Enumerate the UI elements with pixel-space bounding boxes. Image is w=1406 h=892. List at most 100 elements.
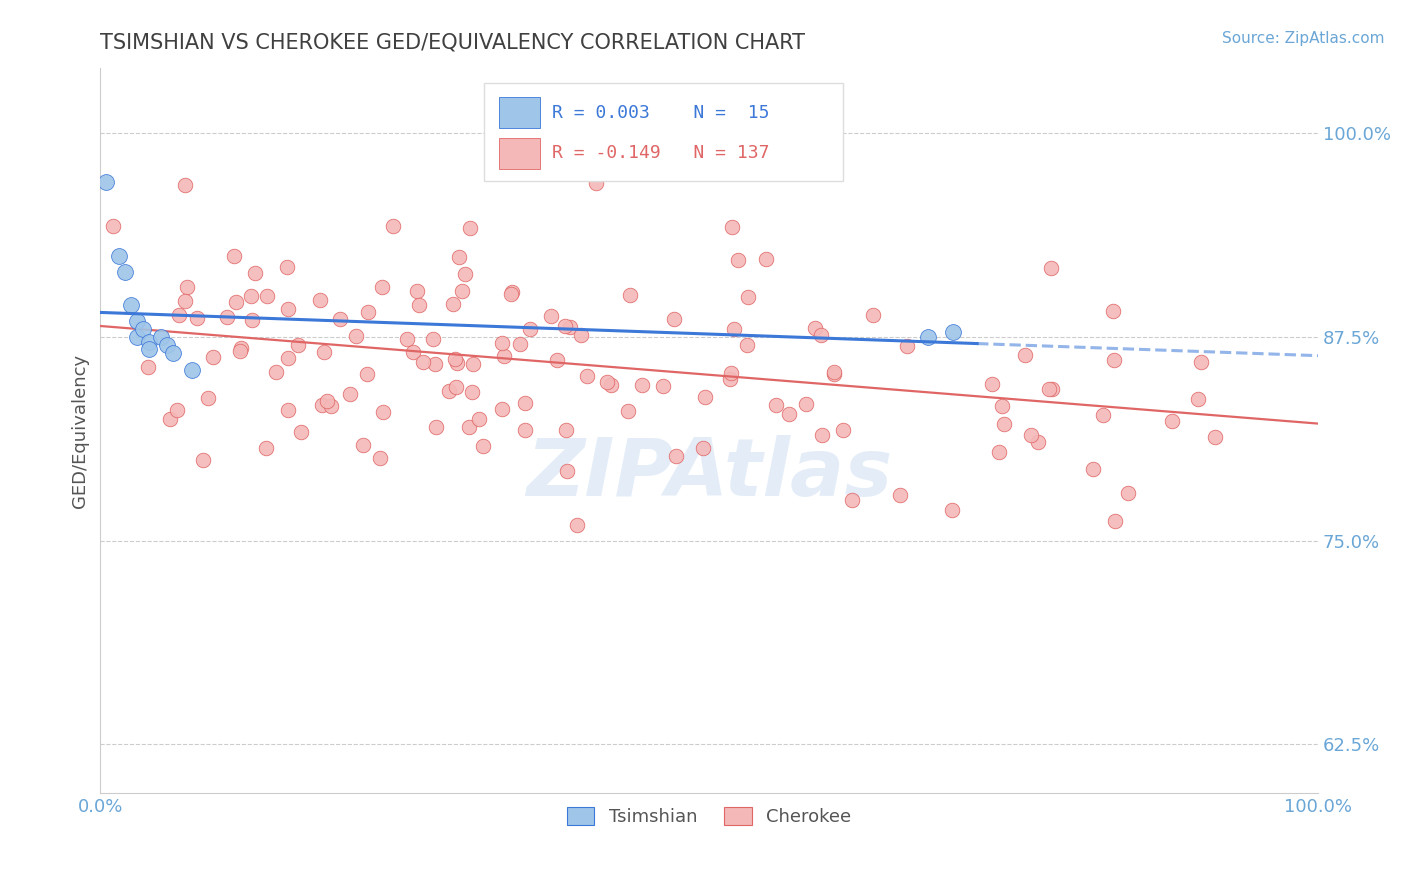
Point: [277, 301, 299, 316]
Y-axis label: GED/Equivalency: GED/Equivalency: [72, 354, 89, 508]
Point: [276, 260, 298, 274]
Point: [217, 310, 239, 325]
Point: [917, 330, 939, 344]
Point: [1019, 427, 1042, 442]
Point: [356, 305, 378, 319]
Point: [988, 444, 1011, 458]
Point: [735, 338, 758, 352]
Point: [765, 398, 787, 412]
Point: [509, 337, 531, 351]
Text: TSIMSHIAN VS CHEROKEE GED/EQUIVALENCY CORRELATION CHART: TSIMSHIAN VS CHEROKEE GED/EQUIVALENCY CO…: [100, 33, 806, 53]
Point: [138, 334, 160, 349]
Point: [458, 220, 481, 235]
Point: [444, 351, 467, 366]
Point: [441, 297, 464, 311]
Point: [1014, 348, 1036, 362]
Point: [823, 367, 845, 381]
Point: [1091, 408, 1114, 422]
Point: [191, 453, 214, 467]
Point: [449, 251, 471, 265]
Point: [156, 338, 179, 352]
Point: [832, 423, 855, 437]
Point: [356, 368, 378, 382]
Point: [794, 396, 817, 410]
Point: [224, 249, 246, 263]
Point: [540, 309, 562, 323]
Point: [1102, 304, 1125, 318]
Point: [370, 450, 392, 465]
Point: [896, 339, 918, 353]
Point: [402, 344, 425, 359]
Point: [841, 493, 863, 508]
Point: [980, 377, 1002, 392]
Point: [425, 419, 447, 434]
Point: [344, 328, 367, 343]
Point: [103, 219, 125, 234]
Point: [277, 402, 299, 417]
Point: [125, 314, 148, 328]
FancyBboxPatch shape: [499, 97, 540, 128]
Point: [565, 518, 588, 533]
Point: [463, 357, 485, 371]
Point: [695, 390, 717, 404]
Point: [993, 417, 1015, 431]
Point: [319, 399, 342, 413]
Point: [1038, 382, 1060, 396]
Point: [166, 403, 188, 417]
Point: [1040, 261, 1063, 276]
Point: [107, 249, 129, 263]
Point: [225, 295, 247, 310]
Point: [619, 288, 641, 302]
Point: [174, 293, 197, 308]
Point: [472, 439, 495, 453]
Point: [1104, 514, 1126, 528]
Point: [339, 386, 361, 401]
Text: R = -0.149   N = 137: R = -0.149 N = 137: [553, 145, 769, 162]
Point: [991, 399, 1014, 413]
Point: [1116, 485, 1139, 500]
Point: [461, 385, 484, 400]
Point: [941, 503, 963, 517]
Point: [446, 380, 468, 394]
Point: [312, 345, 335, 359]
Point: [240, 312, 263, 326]
Point: [595, 375, 617, 389]
Point: [136, 359, 159, 374]
Point: [811, 428, 834, 442]
Point: [229, 343, 252, 358]
Point: [652, 378, 675, 392]
Text: R = 0.003    N =  15: R = 0.003 N = 15: [553, 103, 769, 121]
Point: [491, 401, 513, 416]
Point: [329, 311, 352, 326]
Point: [264, 365, 287, 379]
Point: [755, 252, 778, 267]
Point: [555, 464, 578, 478]
Point: [173, 178, 195, 193]
Point: [720, 366, 742, 380]
Point: [308, 293, 330, 307]
Point: [501, 285, 523, 300]
Point: [1187, 392, 1209, 406]
Point: [287, 338, 309, 352]
Point: [723, 322, 745, 336]
Point: [150, 330, 173, 344]
Point: [352, 438, 374, 452]
Point: [585, 176, 607, 190]
Point: [554, 318, 576, 333]
Point: [491, 335, 513, 350]
Point: [1191, 355, 1213, 369]
Point: [290, 425, 312, 440]
Point: [1161, 414, 1184, 428]
Point: [277, 351, 299, 366]
Point: [942, 325, 965, 339]
Point: [630, 377, 652, 392]
Point: [408, 298, 430, 312]
Point: [162, 346, 184, 360]
Point: [395, 332, 418, 346]
Point: [202, 350, 225, 364]
Point: [311, 398, 333, 412]
Point: [454, 267, 477, 281]
Point: [662, 311, 685, 326]
Point: [576, 368, 599, 383]
Point: [1204, 430, 1226, 444]
